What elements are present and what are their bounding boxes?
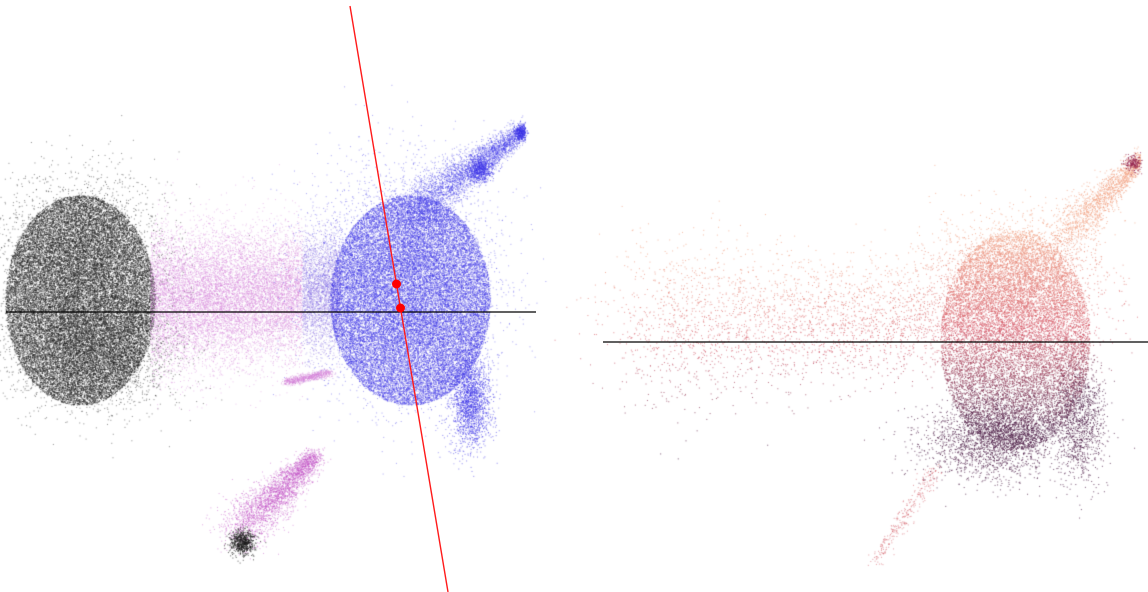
upper-point-marker xyxy=(392,280,401,289)
lower-point-marker xyxy=(396,304,405,313)
left-panel xyxy=(6,6,536,592)
left-projection-line xyxy=(350,6,448,592)
